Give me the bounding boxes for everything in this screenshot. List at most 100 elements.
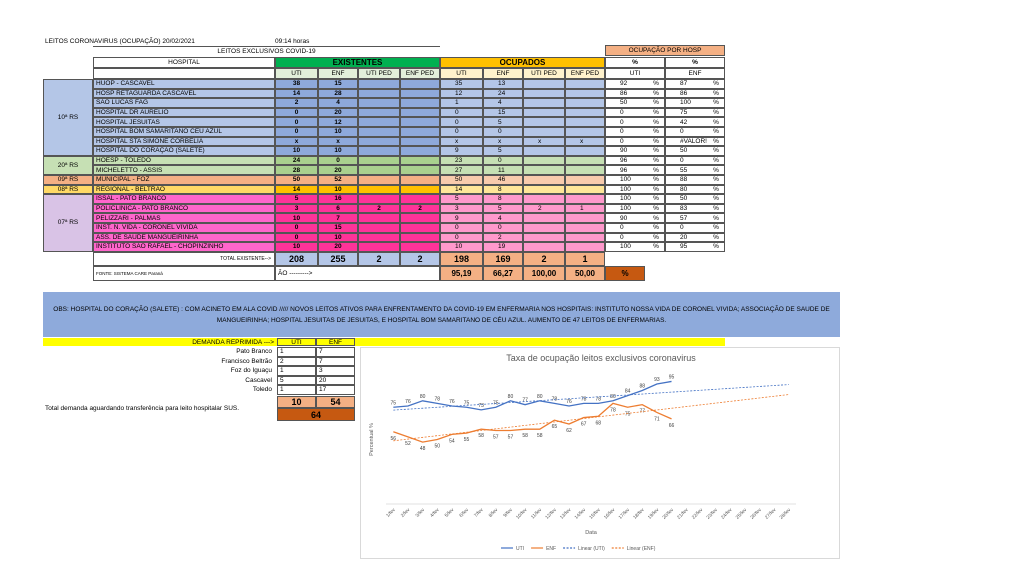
pct-unit: % — [653, 185, 659, 193]
pct-cell: 100 — [605, 184, 665, 195]
x-tick-label: 16/fev — [603, 507, 617, 521]
x-axis-label: Data — [585, 530, 598, 536]
legend-label: UTI — [516, 546, 524, 552]
x-tick-label: 7/fev — [473, 507, 485, 519]
pct-cell: 0 — [605, 127, 665, 137]
x-tick-label: 11/fev — [530, 507, 544, 521]
ocupados-cell — [523, 107, 565, 118]
pct-unit: % — [713, 80, 719, 88]
existentes-cell — [358, 213, 400, 223]
demand-city: Toledo — [252, 386, 272, 394]
ocupados-cell — [565, 175, 605, 185]
ocupados-cell — [565, 223, 605, 233]
hospital-name: INSTITUTO SÃO RAFAEL - CHOPINZINHO — [93, 242, 275, 252]
ocupados-cell: 27 — [440, 165, 483, 175]
pct-cell: 42 — [665, 117, 725, 127]
data-label: 78 — [434, 396, 440, 402]
ocupados-cell — [523, 155, 565, 166]
pct-cell: 92 — [605, 79, 665, 89]
pct-cell: 88 — [665, 175, 725, 185]
data-label: 95 — [669, 374, 675, 380]
subheader: ENF — [318, 68, 358, 79]
pct-cell: 0 — [665, 127, 725, 137]
ocupados-cell — [565, 79, 605, 89]
demand-note: Total demanda aguardando transferência p… — [45, 405, 240, 412]
existentes-cell: 0 — [275, 127, 318, 137]
existentes-cell — [400, 223, 440, 233]
pct-cell: 0 — [605, 232, 665, 243]
ocupados-cell — [565, 127, 605, 137]
pct-unit: % — [713, 157, 719, 165]
ocupados-cell: 0 — [440, 223, 483, 233]
demand-cell: 17 — [316, 385, 355, 395]
x-tick-label: 6/fev — [458, 507, 470, 519]
data-label: 75 — [625, 411, 631, 417]
demand-cell: 20 — [316, 375, 355, 385]
title: LEITOS CORONAVIRUS (OCUPAÇÃO) 20/02/2021 — [45, 38, 195, 45]
data-label: 76 — [405, 399, 411, 405]
data-label: 54 — [449, 438, 455, 444]
pct-unit: % — [713, 89, 719, 97]
ocupados-cell: 9 — [440, 213, 483, 223]
ocupados-cell — [565, 88, 605, 99]
existentes-cell: 7 — [318, 213, 358, 223]
pct-cell: 55 — [665, 165, 725, 175]
series-line — [393, 402, 672, 443]
hospital-name: HOSPITAL DO CORAÇÃO (SALETE) — [93, 146, 275, 156]
existentes-cell: 15 — [318, 79, 358, 89]
pct-cell: #VALOR! — [665, 136, 725, 147]
demand-cell: 5 — [277, 375, 316, 385]
existentes-cell: 20 — [318, 242, 358, 252]
data-label: 78 — [596, 396, 602, 402]
subtitle: LEITOS EXCLUSIVOS COVID-19 — [93, 46, 440, 56]
existentes-cell — [400, 184, 440, 195]
rate-unit: % — [605, 265, 645, 281]
x-tick-label: 23/fev — [705, 507, 719, 521]
total-cell: 1 — [565, 251, 605, 266]
existentes-cell — [358, 232, 400, 243]
hospital-name: PELIZZARI - PALMAS — [93, 213, 275, 223]
total-cell: 208 — [275, 251, 318, 266]
ocupados-cell — [523, 242, 565, 252]
total-cell: 2 — [358, 251, 400, 266]
x-tick-label: 5/fev — [444, 507, 456, 519]
ocupados-cell: 0 — [440, 117, 483, 127]
ocupados-cell — [523, 175, 565, 185]
pct-cell: 57 — [665, 213, 725, 223]
pct-unit: % — [653, 147, 659, 155]
pct-unit: % — [653, 224, 659, 232]
total-cell: 255 — [318, 251, 358, 266]
pct-cell: 100 — [605, 203, 665, 214]
subheader: UTI — [440, 68, 483, 79]
ocupados-cell — [565, 232, 605, 243]
existentes-cell — [358, 194, 400, 204]
time: 09:14 horas — [275, 38, 310, 45]
pct-unit: % — [713, 243, 719, 251]
ocupados-cell — [565, 194, 605, 204]
existentes-cell: 4 — [318, 98, 358, 108]
obs: OBS: HOSPITAL DO CORAÇÃO (SALETE) : COM … — [43, 292, 840, 337]
demand-cell: 1 — [277, 366, 316, 376]
hospital-name: ASS. DE SAUDE MANGUEIRINHA — [93, 232, 275, 243]
pct-cell: 90 — [605, 146, 665, 156]
ocupados-cell: 0 — [440, 232, 483, 243]
x-tick-label: 1/fev — [385, 507, 397, 519]
y-axis-label: Percentual % — [369, 423, 375, 456]
pct-unit: % — [653, 137, 659, 145]
ocupados-cell: 8 — [483, 194, 523, 204]
x-tick-label: 2/fev — [400, 507, 412, 519]
ocupados-cell — [523, 213, 565, 223]
existentes-cell: 20 — [318, 107, 358, 118]
x-tick-label: 9/fev — [502, 507, 514, 519]
subheader: ENF — [483, 68, 523, 79]
pct-unit: % — [653, 128, 659, 136]
data-label: 71 — [654, 416, 660, 422]
data-label: 80 — [420, 394, 426, 400]
ocupados-cell: 10 — [440, 242, 483, 252]
x-tick-label: 20/fev — [661, 507, 675, 521]
pct-cell: 20 — [665, 232, 725, 243]
x-tick-label: 25/fev — [735, 507, 749, 521]
ocupados-cell: 0 — [440, 107, 483, 118]
ocupados-cell — [523, 184, 565, 195]
x-tick-label: 18/fev — [632, 507, 646, 521]
